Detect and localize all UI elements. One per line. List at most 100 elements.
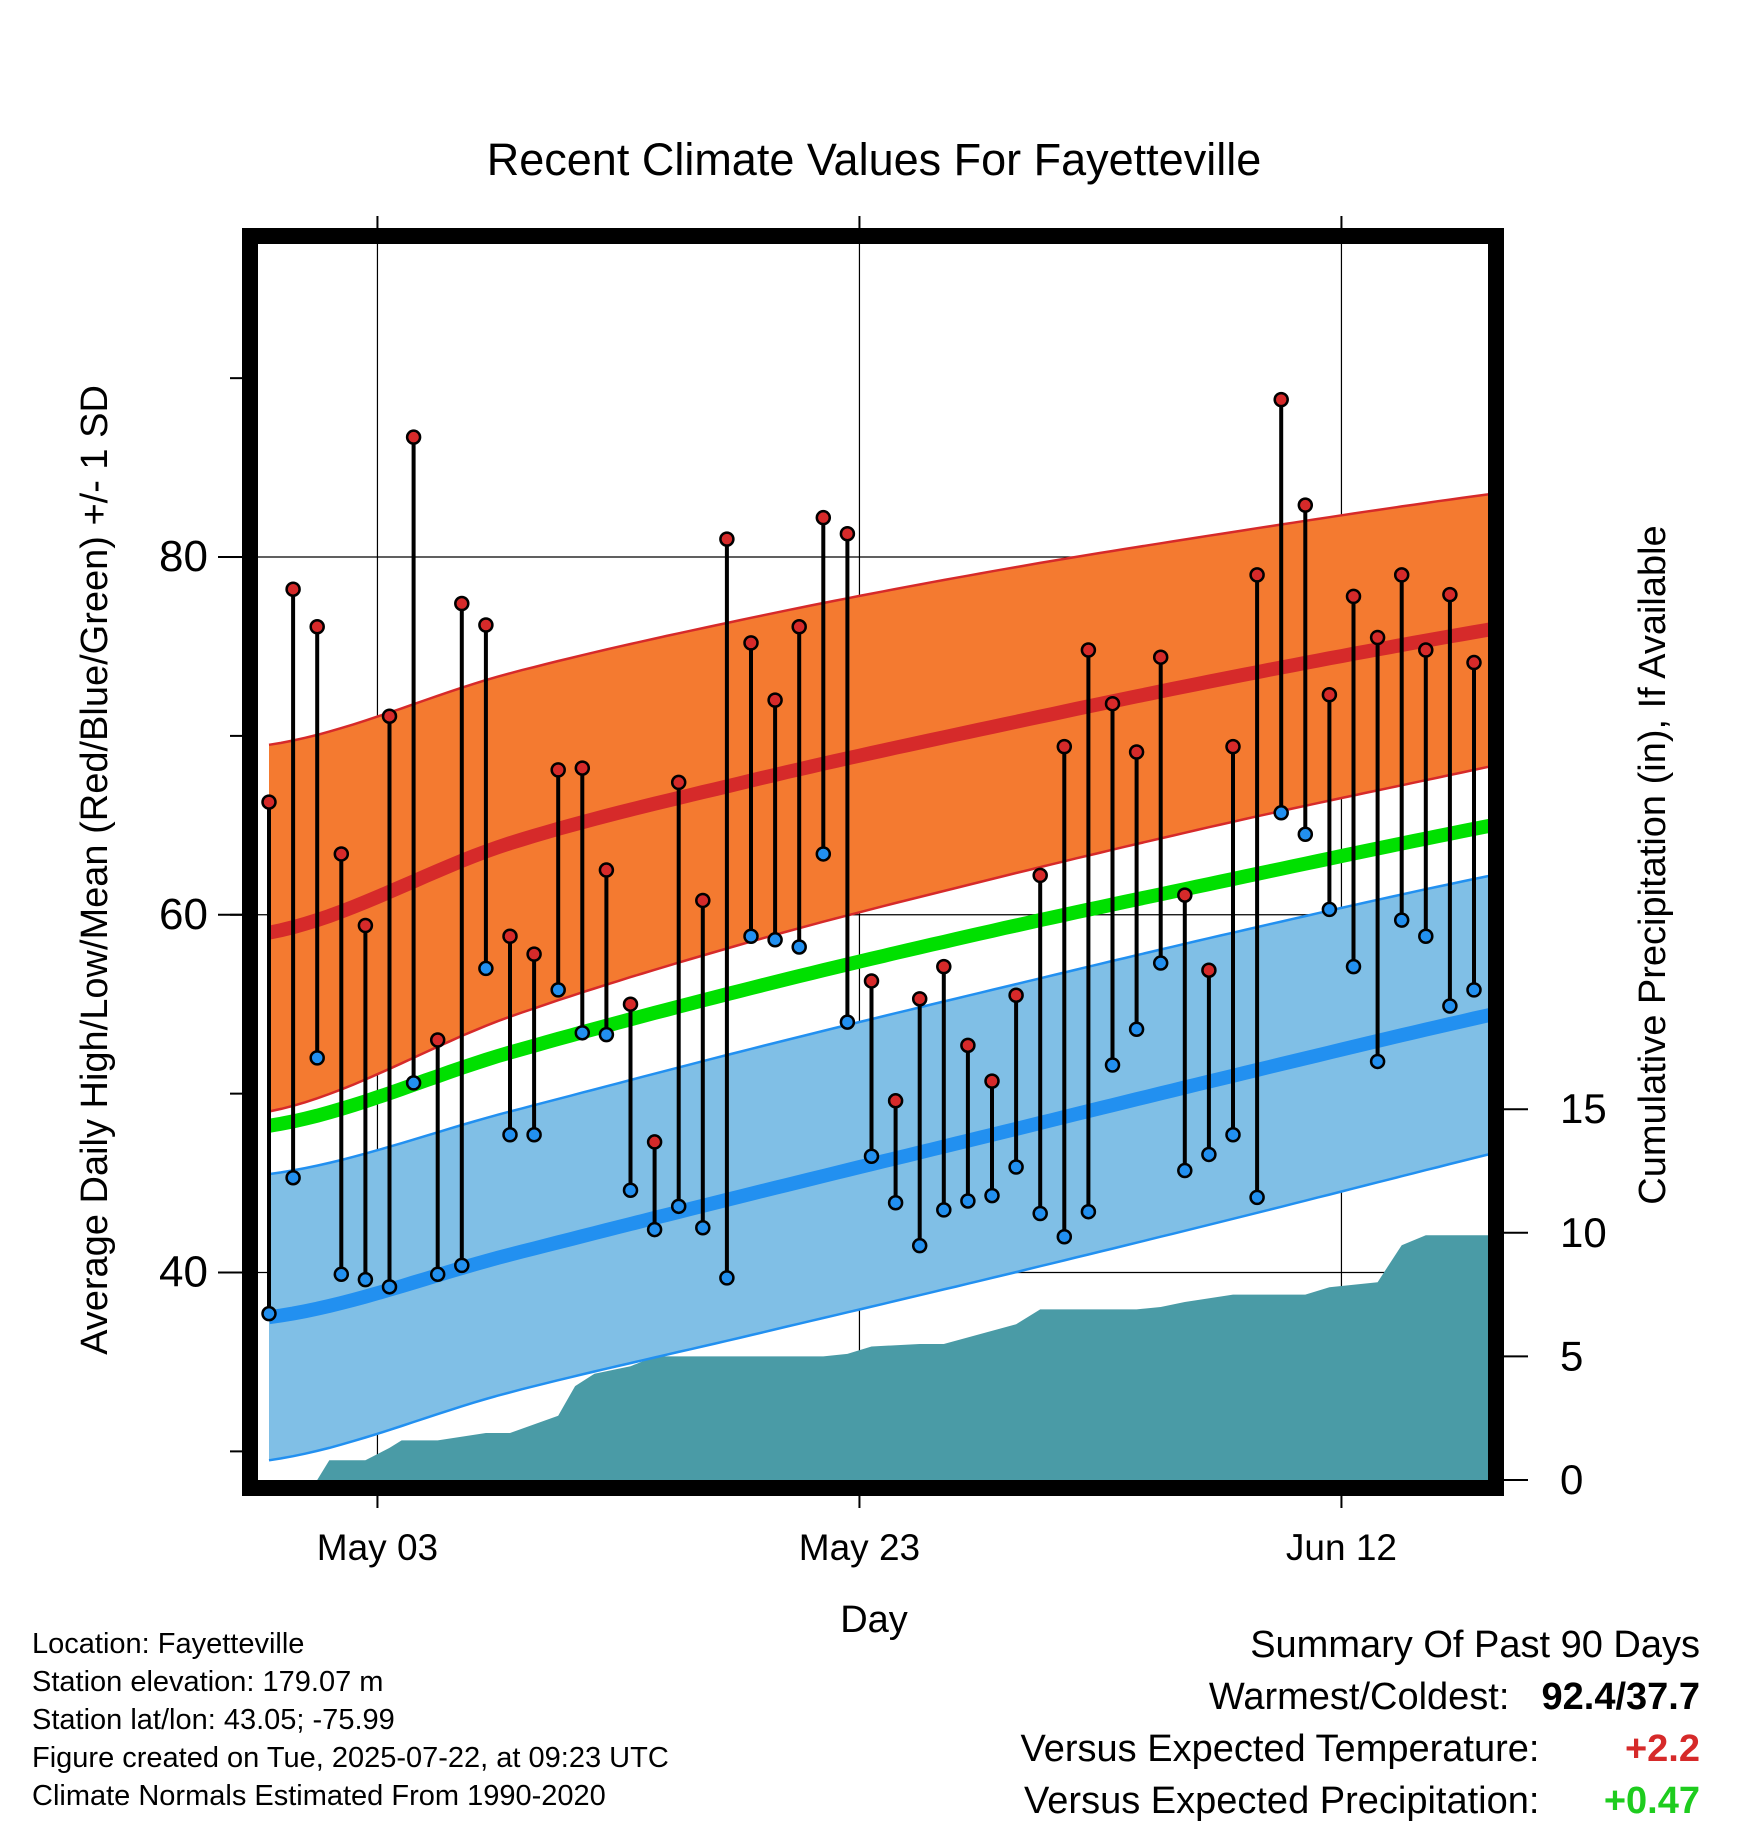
daily-high-point <box>960 1037 976 1054</box>
low-sd-band-lower-edge <box>268 1153 1488 1462</box>
temp-value: +2.2 <box>1624 1728 1700 1770</box>
daily-high-point <box>1056 738 1073 755</box>
x-tick-label: Jun 12 <box>1286 1527 1397 1568</box>
high-sd-band <box>269 494 1488 1112</box>
daily-high-point <box>743 635 759 651</box>
daily-high-point <box>1080 642 1097 658</box>
daily-low-point <box>839 1014 856 1030</box>
low-sd-band-upper-edge <box>268 874 1488 1176</box>
daily-high-point <box>1733 329 1746 342</box>
info-latlon: Station lat/lon: 43.05; -75.99 <box>32 1704 395 1736</box>
station-info: Location: Fayetteville Station elevation… <box>32 1625 669 1815</box>
daily-low-point <box>911 1237 928 1254</box>
daily-low-point <box>429 1266 446 1283</box>
daily-low-point <box>743 928 759 944</box>
daily-high-point <box>1709 436 1722 449</box>
daily-high-point <box>839 526 856 542</box>
daily-low-point <box>767 932 783 948</box>
summary-title: Summary Of Past 90 Days <box>1250 1624 1700 1666</box>
daily-low-point <box>1466 982 1482 998</box>
daily-low-point <box>550 982 566 998</box>
daily-high-point <box>1225 738 1241 755</box>
x-tick-label: May 03 <box>317 1527 438 1568</box>
daily-low-point <box>598 1026 615 1043</box>
daily-high-point <box>429 1032 446 1048</box>
info-location: Location: Fayetteville <box>32 1628 305 1660</box>
daily-low-point <box>1588 864 1601 877</box>
high-sd-band-lower-edge <box>268 765 1488 1113</box>
daily-low-point <box>357 1271 374 1288</box>
daily-low-point <box>887 1194 904 1211</box>
daily-high-point <box>550 762 566 778</box>
daily-high-point <box>526 946 542 962</box>
precip-label: Versus Expected Precipitation: <box>1024 1780 1540 1822</box>
daily-low-point <box>695 1220 711 1236</box>
plot-frame <box>242 228 1504 1496</box>
plot-area <box>258 244 1746 1480</box>
daily-low-point <box>1369 1053 1386 1070</box>
daily-high-point <box>1032 867 1048 884</box>
mean-normal-line <box>267 819 1488 1133</box>
daily-high-point <box>670 774 687 791</box>
y-axis-right-label: Cumulative Precipitation (in), If Availa… <box>1632 525 1674 1204</box>
precip-area <box>269 1235 1488 1480</box>
daily-high-point <box>622 996 639 1012</box>
daily-high-point <box>1466 654 1482 671</box>
summary-temp-row: Versus Expected Temperature: +2.2 <box>1021 1728 1700 1780</box>
daily-high-point <box>381 708 398 724</box>
daily-low-point <box>791 939 807 955</box>
daily-low-point <box>719 1270 735 1286</box>
daily-low-point <box>381 1279 398 1295</box>
daily-high-point <box>1684 470 1697 483</box>
daily-low-point <box>1612 753 1625 766</box>
x-tick-label: May 23 <box>799 1527 920 1568</box>
y-axis-label: Average Daily High/Low/Mean (Red/Blue/Gr… <box>74 385 116 1355</box>
info-elevation: Station elevation: 179.07 m <box>32 1666 384 1698</box>
daily-high-point <box>357 917 374 934</box>
daily-high-point <box>1393 567 1410 583</box>
daily-high-point <box>1249 567 1265 583</box>
daily-high-point <box>1273 391 1289 408</box>
daily-high-point <box>1540 676 1553 689</box>
daily-low-point <box>261 1305 277 1322</box>
daily-low-point <box>333 1266 350 1283</box>
daily-low-point <box>285 1169 301 1186</box>
daily-low-point <box>502 1127 518 1143</box>
daily-high-point <box>646 1134 663 1150</box>
daily-low-point <box>1442 998 1458 1014</box>
daily-low-point <box>1709 774 1722 787</box>
y-tick-label: 40 <box>159 1248 208 1297</box>
daily-low-point <box>936 1202 952 1218</box>
summary-warm-cold-row: Warmest/Coldest: 92.4/37.7 <box>1021 1676 1700 1728</box>
y-right-tick-label: 10 <box>1560 1209 1607 1256</box>
summary-block: Summary Of Past 90 Days Warmest/Coldest:… <box>1021 1624 1700 1832</box>
daily-high-point <box>405 429 422 445</box>
daily-high-point <box>984 1073 1000 1089</box>
daily-high-point <box>1345 588 1362 605</box>
daily-low-point <box>1177 1162 1193 1179</box>
daily-high-point <box>863 973 880 989</box>
daily-high-point <box>1442 586 1458 603</box>
daily-high-point <box>695 892 711 909</box>
daily-high-point <box>887 1093 904 1109</box>
daily-low-point <box>815 846 832 862</box>
daily-high-point <box>815 509 832 526</box>
daily-low-point <box>1297 826 1314 843</box>
daily-high-point <box>911 991 928 1007</box>
daily-low-point <box>1104 1057 1121 1073</box>
daily-low-point <box>1128 1021 1145 1037</box>
daily-low-point <box>478 960 494 977</box>
daily-high-point <box>1612 474 1625 487</box>
daily-low-point <box>1733 618 1746 631</box>
daily-low-point <box>1225 1127 1241 1143</box>
daily-low-point <box>1684 851 1697 864</box>
daily-high-point <box>261 794 277 810</box>
daily-high-point <box>791 619 807 635</box>
daily-high-point <box>309 619 325 635</box>
daily-high-point <box>936 958 952 975</box>
daily-high-point <box>1516 758 1529 771</box>
temp-label: Versus Expected Temperature: <box>1020 1728 1540 1770</box>
y-right-tick-label: 15 <box>1560 1085 1607 1132</box>
daily-high-point <box>478 617 494 633</box>
